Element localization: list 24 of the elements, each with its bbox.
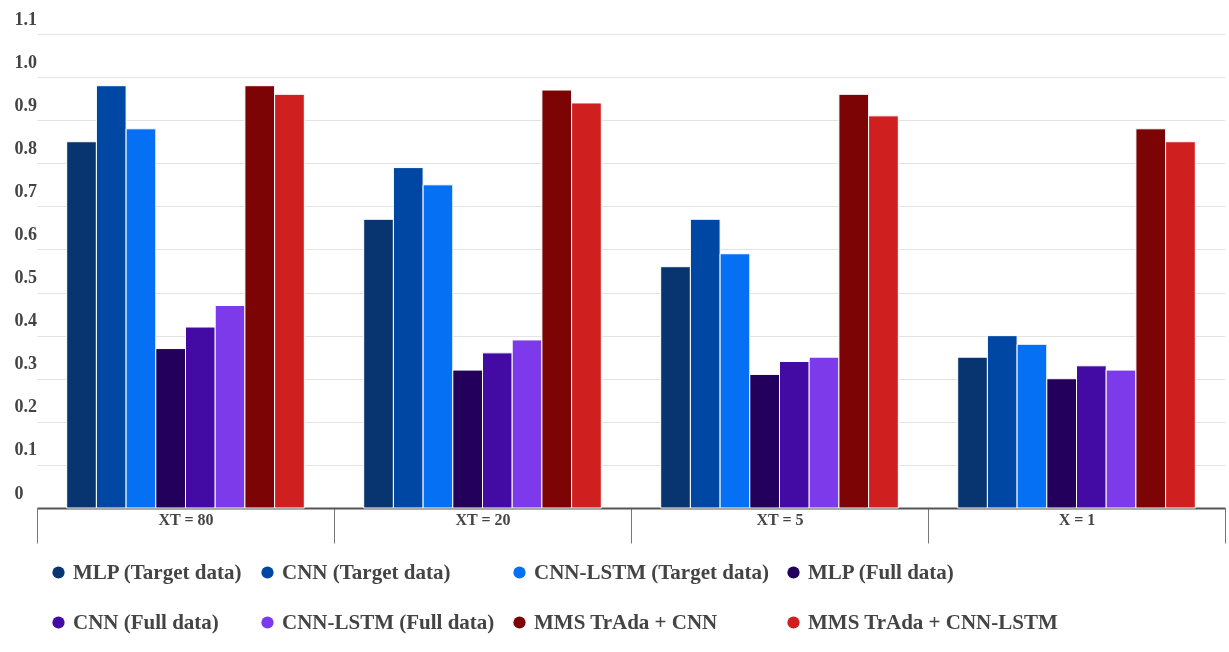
y-tick-label: 0.4 <box>14 310 37 331</box>
legend-label: CNN-LSTM (Target data) <box>534 559 769 584</box>
legend-label: MMS TrAda + CNN <box>534 609 718 634</box>
y-tick-label: 0 <box>14 482 24 503</box>
x-tick-label: XT = 20 <box>455 510 511 528</box>
legend-label: CNN (Full data) <box>73 609 219 634</box>
y-tick-label: 0.5 <box>14 267 37 288</box>
y-tick-label: 0.1 <box>14 439 37 460</box>
x-tick-label: XT = 80 <box>158 510 214 528</box>
x-tick-label: XT = 5 <box>756 510 804 528</box>
y-tick-label: 1.1 <box>14 8 37 29</box>
y-tick-label: 0.9 <box>14 94 37 115</box>
legend-label: MMS TrAda + CNN-LSTM <box>808 609 1058 634</box>
y-tick-label: 0.7 <box>14 180 37 201</box>
legend-label: CNN (Target data) <box>282 559 451 584</box>
y-tick-label: 1.0 <box>14 51 37 72</box>
legend-label: MLP (Target data) <box>73 559 242 584</box>
y-tick-label: 0.2 <box>14 396 37 417</box>
y-tick-label: 0.8 <box>14 137 37 158</box>
x-tick-label: X = 1 <box>1058 510 1096 528</box>
y-tick-label: 0.6 <box>14 223 37 244</box>
legend-label: CNN-LSTM (Full data) <box>282 609 495 634</box>
y-tick-label: 0.3 <box>14 353 37 374</box>
legend-label: MLP (Full data) <box>808 559 954 584</box>
